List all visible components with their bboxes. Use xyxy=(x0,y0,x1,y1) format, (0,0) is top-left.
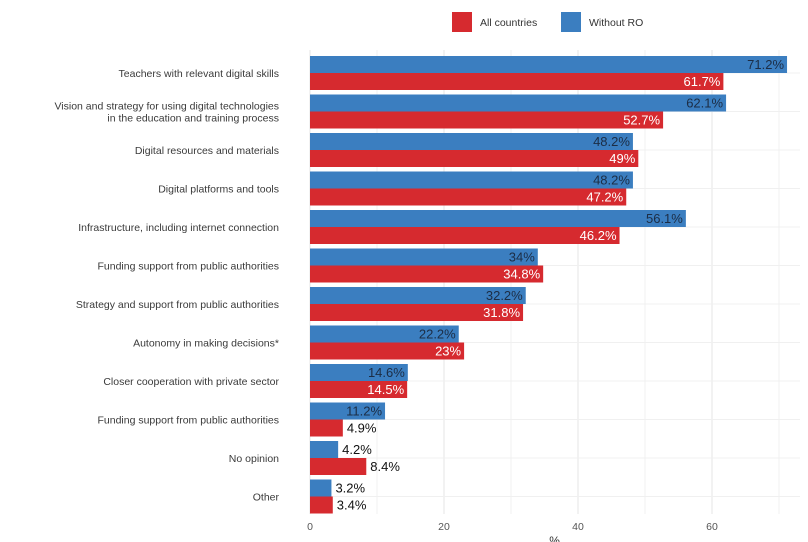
x-tick-label: 60 xyxy=(706,521,718,533)
category-label: Teachers with relevant digital skills xyxy=(119,68,279,80)
value-label-without-ro: 34% xyxy=(509,250,535,265)
bar-all-countries xyxy=(310,111,664,129)
value-label-without-ro: 56.1% xyxy=(646,211,683,226)
bar-without-ro xyxy=(310,248,538,266)
category-label: in the education and training process xyxy=(107,113,279,125)
category-label: Closer cooperation with private sector xyxy=(103,376,279,388)
bar-without-ro xyxy=(310,402,386,420)
value-label-all-countries: 47.2% xyxy=(586,190,623,205)
bar-all-countries xyxy=(310,150,639,167)
bar-without-ro xyxy=(310,325,459,343)
category-label: Other xyxy=(253,492,280,504)
value-label-without-ro: 62.1% xyxy=(686,96,723,111)
value-label-all-countries: 52.7% xyxy=(623,113,660,128)
value-label-all-countries: 23% xyxy=(435,344,461,359)
bar-without-ro xyxy=(310,287,526,304)
bar-without-ro xyxy=(310,56,788,73)
category-labels: Teachers with relevant digital skills Vis… xyxy=(54,68,279,504)
bar-all-countries xyxy=(310,496,333,514)
bar-all-countries xyxy=(310,458,367,475)
value-label-all-countries: 31.8% xyxy=(483,305,520,320)
category-label: Strategy and support from public authori… xyxy=(76,299,279,311)
value-label-all-countries: 46.2% xyxy=(580,228,617,243)
value-label-without-ro: 22.2% xyxy=(419,327,456,342)
bar-all-countries xyxy=(310,419,343,437)
x-tick-label: 40 xyxy=(572,521,584,533)
bar-all-countries xyxy=(310,73,724,90)
category-label: Funding support from public authorities xyxy=(97,261,279,273)
value-label-all-countries: 34.8% xyxy=(503,267,540,282)
category-label: Digital resources and materials xyxy=(135,145,279,157)
legend-all-countries-swatch xyxy=(452,12,472,32)
bar-without-ro xyxy=(310,479,332,497)
bar-without-ro xyxy=(310,210,686,227)
value-label-without-ro: 3.2% xyxy=(335,481,365,496)
value-label-all-countries: 61.7% xyxy=(684,74,721,89)
category-label: Funding support from public authorities xyxy=(97,415,279,427)
value-label-all-countries: 3.4% xyxy=(337,498,367,513)
value-label-without-ro: 48.2% xyxy=(593,173,630,188)
bar-all-countries xyxy=(310,342,465,360)
category-label: Autonomy in making decisions* xyxy=(133,338,279,350)
value-label-without-ro: 71.2% xyxy=(747,57,784,72)
bar-all-countries xyxy=(310,304,524,321)
bar-without-ro xyxy=(310,171,633,189)
legend-without-ro-swatch xyxy=(561,12,581,32)
legend-all-countries-label: All countries xyxy=(480,17,537,29)
legend: All countries Without RO xyxy=(452,12,643,32)
bar-without-ro xyxy=(310,364,408,381)
category-label: Infrastructure, including internet conne… xyxy=(78,222,279,234)
value-label-all-countries: 14.5% xyxy=(367,382,404,397)
category-label: Vision and strategy for using digital te… xyxy=(54,101,279,113)
value-label-without-ro: 48.2% xyxy=(593,134,630,149)
value-label-without-ro: 14.6% xyxy=(368,365,405,380)
bar-without-ro xyxy=(310,94,727,112)
bars xyxy=(310,56,788,514)
value-label-without-ro: 32.2% xyxy=(486,288,523,303)
x-axis-ticks: 0 20 40 60 xyxy=(307,521,718,533)
value-label-without-ro: 11.2% xyxy=(346,404,382,419)
category-label: Digital platforms and tools xyxy=(158,184,279,196)
category-label: No opinion xyxy=(229,453,279,465)
value-label-without-ro: 4.2% xyxy=(342,442,372,457)
bar-all-countries xyxy=(310,188,627,206)
bar-all-countries xyxy=(310,227,620,244)
bar-without-ro xyxy=(310,441,339,458)
x-tick-label: 0 xyxy=(307,521,313,533)
x-axis-title: % xyxy=(549,534,560,542)
value-labels: 71.2% 61.7% 62.1% 52.7% 48.2% 49% 48.2% 47.2% 56… xyxy=(335,57,784,513)
legend-without-ro-label: Without RO xyxy=(589,17,643,29)
bar-all-countries xyxy=(310,381,408,398)
value-label-all-countries: 49% xyxy=(609,151,635,166)
bar-without-ro xyxy=(310,133,633,150)
value-label-all-countries: 4.9% xyxy=(347,421,377,436)
x-tick-label: 20 xyxy=(438,521,450,533)
value-label-all-countries: 8.4% xyxy=(370,459,400,474)
bar-all-countries xyxy=(310,265,544,283)
